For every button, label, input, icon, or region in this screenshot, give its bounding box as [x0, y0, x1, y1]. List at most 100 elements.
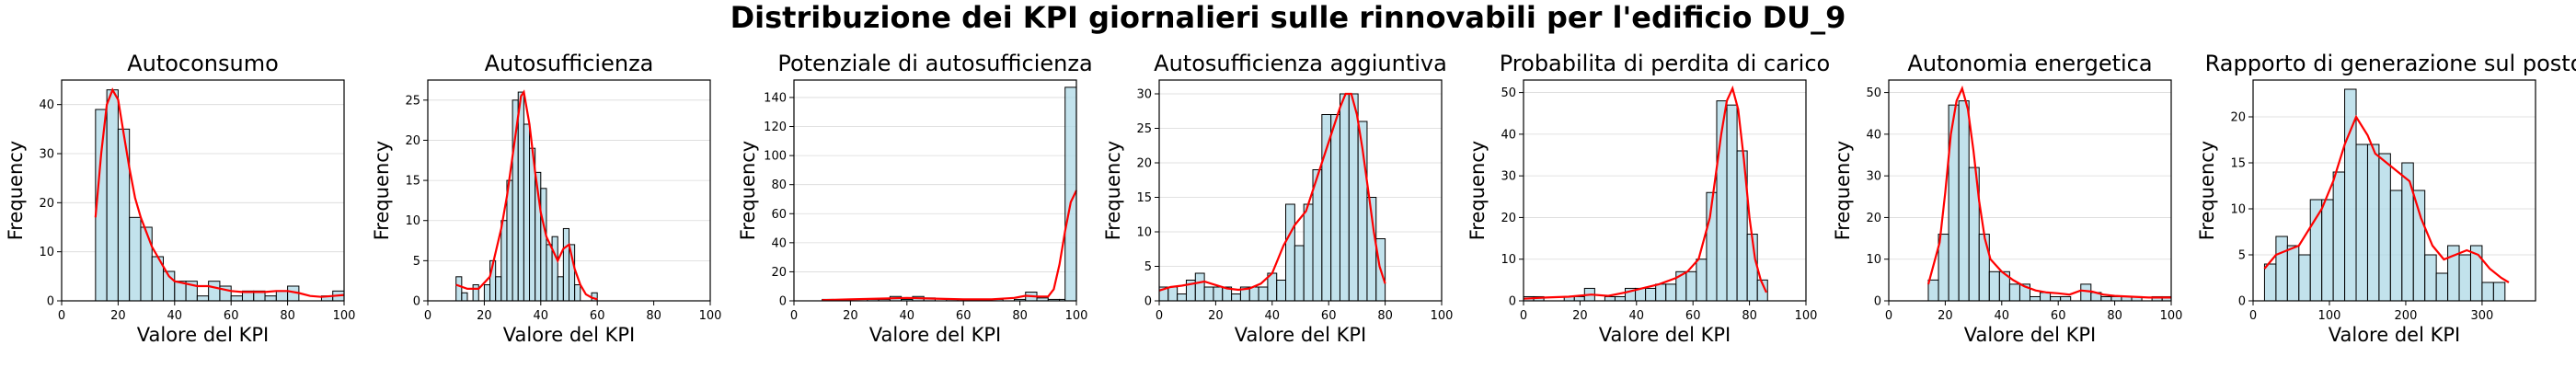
histogram-bar — [2060, 295, 2072, 302]
subplot-4: 0 20 40 60 80 100 0 5 10 15 20 25 30Autosufficienza … — [1102, 51, 1453, 346]
y-tick-label: 40 — [1501, 128, 1516, 142]
histogram-bar — [2481, 282, 2494, 302]
y-tick-label: 20 — [771, 266, 787, 280]
subplot-1: 0 20 40 60 80 100 0 10 20 30 40 Autoconsumo Valore d… — [5, 51, 355, 346]
histogram-bar — [500, 220, 508, 302]
y-tick-label: 20 — [1501, 212, 1516, 225]
histogram-bar — [1696, 259, 1708, 302]
kde-line — [822, 190, 1077, 302]
histogram-bar — [264, 295, 277, 302]
y-tick-label: 40 — [771, 236, 787, 250]
axes-frame — [1158, 79, 1443, 302]
x-tick-label: 100 — [1795, 309, 1818, 323]
y-tick-label: 0 — [2238, 295, 2246, 309]
y-tick-label: 20 — [39, 197, 54, 211]
y-tick-label: 10 — [405, 214, 420, 228]
y-tick-label: 30 — [1136, 88, 1152, 102]
y-tick-label: 120 — [764, 121, 787, 134]
y-axis-label: Frequency — [5, 141, 27, 241]
histogram-bar — [2110, 295, 2122, 302]
histogram-bar — [557, 276, 564, 302]
x-tick-label: 20 — [1572, 309, 1588, 323]
y-axis-label: Frequency — [1102, 141, 1124, 241]
subplot-title: Potenziale di autosufficienza — [777, 51, 1092, 76]
histogram-bar — [1231, 293, 1241, 302]
histogram-bar — [546, 244, 553, 302]
histogram-bar — [1194, 272, 1205, 302]
x-tick-label: 80 — [1012, 309, 1028, 323]
x-tick-label: 60 — [224, 309, 239, 323]
histogram-bar — [1339, 93, 1350, 302]
histogram-bar — [574, 284, 581, 302]
histogram-bar — [2275, 236, 2288, 302]
subplot-3: 0 20 40 60 80 100 0 20 40 60 80 100 120 140 Potenziale… — [737, 51, 1093, 346]
histogram-bar — [2492, 282, 2506, 302]
y-tick-label: 20 — [2230, 111, 2246, 125]
histogram-bar — [2424, 254, 2437, 302]
x-tick-label: 0 — [1156, 309, 1163, 323]
x-tick-label: 80 — [2107, 309, 2122, 323]
histogram-bar — [1604, 295, 1616, 302]
y-tick-label: 25 — [1136, 122, 1152, 136]
x-tick-label: 100 — [699, 309, 722, 323]
y-tick-label: 5 — [413, 255, 420, 269]
y-tick-label: 80 — [771, 178, 787, 192]
x-tick-label: 0 — [424, 309, 431, 323]
x-tick-label: 40 — [1629, 309, 1645, 323]
histogram-bar — [1285, 203, 1295, 302]
histogram-bar — [495, 276, 502, 302]
x-tick-label: 60 — [956, 309, 972, 323]
x-tick-label: 60 — [590, 309, 605, 323]
histogram-bar — [1655, 283, 1667, 302]
histogram-bar — [1303, 203, 1314, 302]
y-axis-label: Frequency — [2196, 141, 2218, 241]
y-tick-label: 40 — [1866, 128, 1881, 142]
y-axis-label: Frequency — [737, 141, 759, 241]
x-axis-label: Valore del KPI — [1599, 324, 1731, 346]
histogram-bar — [1988, 270, 2000, 302]
histogram-bar — [2401, 162, 2414, 302]
histogram-bar — [472, 284, 479, 302]
histogram-bar — [517, 91, 524, 302]
x-tick-label: 0 — [2249, 309, 2257, 323]
histogram-bar — [1726, 104, 1738, 302]
subplot-2: 0 20 40 60 80 100 0 5 10 15 20 25 Autosufficienza Val… — [371, 51, 721, 346]
histogram-bar — [506, 179, 513, 302]
histogram-bar — [1276, 280, 1287, 302]
x-tick-label: 100 — [1065, 309, 1088, 323]
y-tick-label: 0 — [1144, 295, 1152, 309]
figure-suptitle: Distribuzione dei KPI giornalieri sulle … — [730, 0, 1846, 35]
kde-line — [1523, 85, 1768, 300]
histogram-bar — [2030, 295, 2041, 302]
histogram-bar — [208, 281, 221, 302]
subplot-title: Autonomia energetica — [1907, 51, 2152, 76]
histogram-bar — [129, 216, 142, 302]
y-tick-label: 30 — [39, 148, 54, 162]
histogram-bar — [1177, 293, 1187, 302]
x-tick-label: 80 — [1377, 309, 1393, 323]
y-tick-label: 20 — [405, 134, 420, 148]
histogram-bar — [2435, 272, 2449, 302]
histogram-bar — [1958, 100, 1970, 302]
x-tick-label: 0 — [790, 309, 798, 323]
y-tick-label: 30 — [1866, 170, 1881, 184]
x-tick-label: 80 — [646, 309, 661, 323]
x-axis-label: Valore del KPI — [2329, 324, 2460, 346]
y-tick-label: 40 — [39, 98, 54, 112]
x-tick-label: 100 — [2318, 309, 2341, 323]
x-tick-label: 60 — [1321, 309, 1337, 323]
y-tick-label: 50 — [1866, 86, 1881, 100]
histogram-bar — [2321, 199, 2334, 302]
y-tick-label: 10 — [1501, 253, 1516, 267]
histogram-bar — [2378, 153, 2391, 302]
y-tick-label: 50 — [1501, 86, 1516, 100]
histogram-bar — [1258, 286, 1269, 302]
y-tick-label: 0 — [47, 295, 54, 309]
y-tick-label: 10 — [1136, 226, 1152, 240]
histogram-bar — [140, 226, 153, 302]
histogram-bar — [523, 123, 531, 302]
histogram-bar — [2080, 283, 2092, 302]
subplot-5: 0 20 40 60 80 100 0 10 20 30 40 50 Probabilita di pe… — [1466, 51, 1830, 346]
histogram-bar — [2298, 254, 2311, 302]
